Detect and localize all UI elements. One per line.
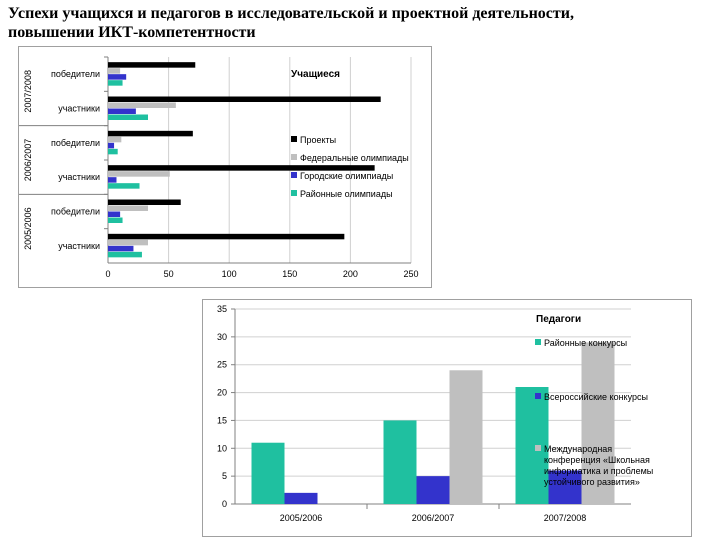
x-tick-label: 2007/2008 — [544, 513, 587, 523]
y-tick-label: 0 — [222, 499, 227, 509]
bar — [108, 171, 170, 177]
x-tick-label: 2006/2007 — [412, 513, 455, 523]
legend-swatch — [535, 339, 541, 345]
bar — [108, 102, 176, 108]
chart-title: Учащиеся — [291, 69, 340, 80]
x-tick-label: 0 — [105, 269, 110, 279]
x-tick-label: 2005/2006 — [280, 513, 323, 523]
legend-label: Всероссийские конкурсы — [544, 392, 648, 402]
row-label: участники — [58, 104, 100, 114]
bar — [108, 217, 123, 223]
bar — [108, 62, 196, 68]
legend-label: Районные олимпиады — [300, 189, 393, 199]
legend-swatch — [535, 445, 541, 451]
bar — [515, 387, 549, 504]
y-tick-label: 25 — [217, 360, 227, 370]
x-tick-label: 100 — [222, 269, 237, 279]
x-tick-label: 200 — [343, 269, 358, 279]
legend-label: Федеральные олимпиады — [300, 153, 409, 163]
group-label: 2007/2008 — [23, 70, 33, 113]
legend-label: Международная конференция «Школьная информ… — [544, 444, 653, 487]
bar — [108, 165, 375, 171]
legend-swatch — [291, 172, 297, 178]
bar — [108, 80, 123, 86]
bar — [108, 142, 115, 149]
bar — [108, 114, 148, 120]
students-chart-svg: 0 50 100 150 200 250 2007/2008 победители участн… — [19, 56, 419, 279]
row-label: победители — [51, 207, 100, 217]
bar — [108, 211, 121, 217]
bar — [108, 108, 136, 114]
bar — [581, 342, 615, 504]
bar — [383, 420, 417, 504]
legend-label: Районные конкурсы — [544, 338, 627, 348]
bar — [108, 205, 148, 211]
row-label: победители — [51, 69, 100, 79]
bar — [108, 96, 381, 102]
y-tick-label: 10 — [217, 443, 227, 453]
row-label: участники — [58, 172, 100, 182]
bar — [108, 177, 117, 183]
students-chart: 0 50 100 150 200 250 2007/2008 победители участн… — [18, 46, 432, 288]
bar — [108, 183, 140, 189]
legend-swatch — [291, 190, 297, 196]
bar — [284, 492, 318, 504]
y-tick-label: 30 — [217, 332, 227, 342]
bar — [108, 130, 193, 137]
bar — [108, 233, 345, 240]
bar — [108, 136, 122, 143]
bar — [108, 245, 134, 252]
bar — [108, 251, 142, 258]
x-tick-label: 50 — [164, 269, 174, 279]
x-tick-label: 250 — [403, 269, 418, 279]
bar — [251, 442, 285, 504]
group-label: 2006/2007 — [23, 139, 33, 182]
bar — [108, 199, 181, 205]
teachers-chart-svg: 0 5 10 15 20 25 30 35 2005/2006 2006/2007 2007/200… — [217, 304, 653, 523]
bar — [416, 476, 450, 504]
teachers-chart: 0 5 10 15 20 25 30 35 2005/2006 2006/2007 2007/200… — [202, 299, 692, 537]
page-title: Успехи учащихся и педагогов в исследоват… — [8, 5, 574, 41]
x-tick-label: 150 — [282, 269, 297, 279]
legend-label: Проекты — [300, 135, 336, 145]
legend-swatch — [535, 393, 541, 399]
legend-swatch — [291, 136, 297, 142]
y-tick-label: 15 — [217, 415, 227, 425]
row-label: победители — [51, 138, 100, 148]
chart-title: Педагоги — [536, 314, 581, 325]
bar — [108, 239, 148, 246]
bar — [108, 68, 121, 74]
y-tick-label: 20 — [217, 388, 227, 398]
row-label: участники — [58, 241, 100, 251]
legend-swatch — [291, 154, 297, 160]
group-label: 2005/2006 — [23, 207, 33, 250]
y-tick-label: 5 — [222, 471, 227, 481]
bar — [449, 370, 483, 504]
legend-label: Городские олимпиады — [300, 171, 393, 181]
y-tick-label: 35 — [217, 304, 227, 314]
bar — [548, 470, 582, 504]
bar — [108, 148, 118, 155]
bar — [108, 74, 127, 80]
